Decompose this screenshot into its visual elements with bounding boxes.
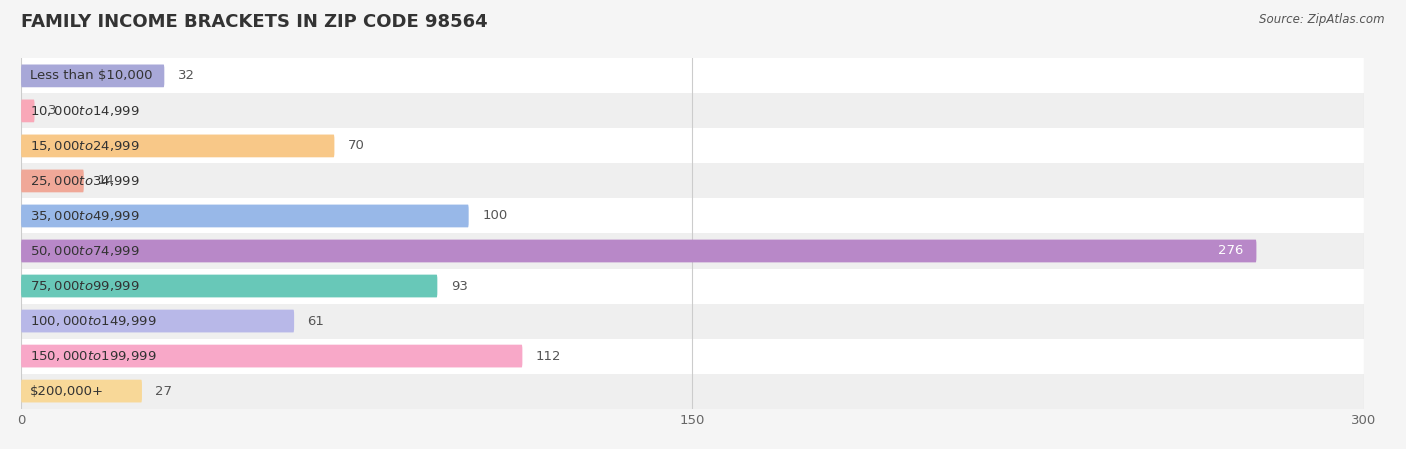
FancyBboxPatch shape (21, 380, 142, 402)
Text: FAMILY INCOME BRACKETS IN ZIP CODE 98564: FAMILY INCOME BRACKETS IN ZIP CODE 98564 (21, 13, 488, 31)
Bar (21, 374, 1364, 409)
Bar (21, 304, 1364, 339)
Text: $50,000 to $74,999: $50,000 to $74,999 (30, 244, 139, 258)
Text: 14: 14 (97, 175, 114, 187)
Text: $35,000 to $49,999: $35,000 to $49,999 (30, 209, 139, 223)
FancyBboxPatch shape (21, 240, 1257, 262)
Text: 3: 3 (48, 105, 56, 117)
Bar (21, 198, 1364, 233)
Text: $150,000 to $199,999: $150,000 to $199,999 (30, 349, 156, 363)
FancyBboxPatch shape (21, 65, 165, 87)
Text: $15,000 to $24,999: $15,000 to $24,999 (30, 139, 139, 153)
Text: $10,000 to $14,999: $10,000 to $14,999 (30, 104, 139, 118)
Bar (21, 128, 1364, 163)
Text: 100: 100 (482, 210, 508, 222)
Bar (21, 163, 1364, 198)
Text: $25,000 to $34,999: $25,000 to $34,999 (30, 174, 139, 188)
Text: Source: ZipAtlas.com: Source: ZipAtlas.com (1260, 13, 1385, 26)
Text: 70: 70 (347, 140, 364, 152)
Text: $100,000 to $149,999: $100,000 to $149,999 (30, 314, 156, 328)
FancyBboxPatch shape (21, 135, 335, 157)
Text: $200,000+: $200,000+ (30, 385, 104, 397)
Text: 276: 276 (1218, 245, 1243, 257)
Bar (21, 58, 1364, 93)
FancyBboxPatch shape (21, 205, 468, 227)
FancyBboxPatch shape (21, 310, 294, 332)
Bar (21, 233, 1364, 269)
Text: 27: 27 (155, 385, 173, 397)
FancyBboxPatch shape (21, 170, 84, 192)
Bar (21, 269, 1364, 304)
FancyBboxPatch shape (21, 275, 437, 297)
Text: $75,000 to $99,999: $75,000 to $99,999 (30, 279, 139, 293)
Text: 32: 32 (177, 70, 195, 82)
Text: 93: 93 (451, 280, 468, 292)
Bar (21, 339, 1364, 374)
FancyBboxPatch shape (21, 345, 523, 367)
Text: Less than $10,000: Less than $10,000 (30, 70, 152, 82)
Text: 112: 112 (536, 350, 561, 362)
Bar (21, 93, 1364, 128)
FancyBboxPatch shape (21, 100, 35, 122)
Text: 61: 61 (308, 315, 325, 327)
